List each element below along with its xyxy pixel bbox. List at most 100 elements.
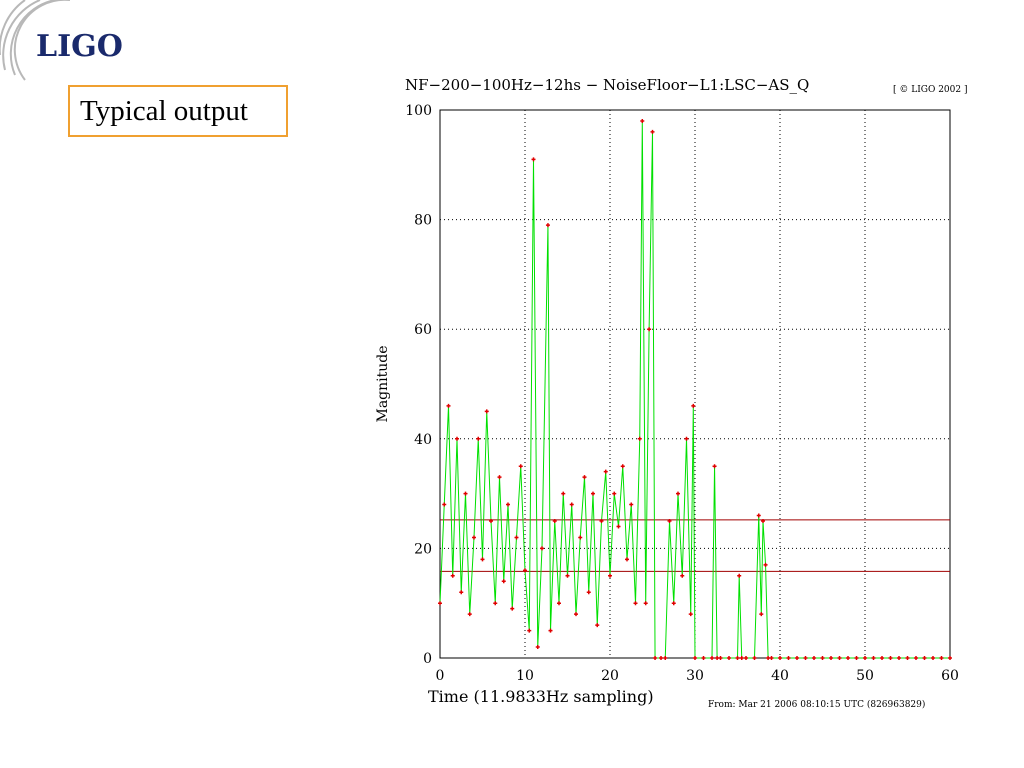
data-point — [616, 524, 621, 529]
data-point — [922, 656, 927, 660]
logo: LIGO — [36, 29, 123, 64]
x-tick-label: 30 — [686, 668, 704, 684]
data-point — [671, 601, 676, 606]
data-point — [803, 656, 808, 660]
data-point — [531, 157, 536, 162]
chart-title: NF−200−100Hz−12hs − NoiseFloor−L1:LSC−AS… — [405, 76, 809, 94]
x-axis-label: Time (11.9833Hz sampling) — [428, 687, 654, 706]
data-point — [691, 403, 696, 408]
data-point — [463, 491, 468, 496]
data-point — [625, 557, 629, 562]
data-point — [820, 656, 825, 660]
data-point — [854, 656, 859, 660]
y-tick-label: 20 — [414, 541, 432, 557]
data-point — [739, 656, 744, 660]
data-point — [880, 656, 884, 660]
data-point — [676, 491, 680, 496]
data-point — [586, 590, 591, 595]
y-axis-label: Magnitude — [375, 345, 391, 422]
x-tick-label: 50 — [856, 668, 874, 684]
data-point — [693, 656, 697, 660]
logo-arcs — [0, 0, 70, 81]
copyright: [ © LIGO 2002 ] — [893, 85, 967, 95]
data-point — [561, 491, 566, 496]
data-point — [608, 573, 612, 578]
data-point — [574, 612, 578, 617]
data-point — [701, 656, 706, 660]
data-point — [484, 409, 489, 414]
data-point — [633, 601, 638, 606]
data-point — [710, 656, 714, 660]
data-point — [455, 436, 459, 441]
x-tick-label: 0 — [436, 668, 445, 684]
data-point — [931, 656, 935, 660]
data-point — [476, 436, 481, 441]
data-point — [688, 612, 693, 617]
data-point — [472, 535, 476, 540]
data-point — [518, 464, 523, 469]
y-tick-label: 0 — [423, 651, 432, 667]
data-point — [769, 656, 774, 660]
y-tick-label: 60 — [414, 322, 432, 338]
data-point — [795, 656, 799, 660]
data-point — [737, 573, 742, 578]
data-point — [591, 491, 595, 496]
data-point — [939, 656, 944, 660]
data-point — [569, 502, 574, 507]
data-point — [442, 502, 447, 507]
y-tick-label: 80 — [414, 213, 432, 229]
data-point — [763, 562, 768, 567]
data-point — [756, 513, 761, 518]
x-tick-label: 10 — [516, 668, 534, 684]
data-point — [837, 656, 842, 660]
data-point — [905, 656, 910, 660]
data-point — [506, 502, 510, 507]
data-point — [535, 645, 540, 650]
data-point — [680, 573, 685, 578]
data-point — [595, 623, 600, 628]
data-point — [650, 129, 655, 134]
data-point — [501, 579, 506, 584]
data-point — [523, 568, 527, 573]
data-point — [744, 656, 748, 660]
data-point — [446, 403, 451, 408]
data-point — [752, 656, 757, 660]
data-point — [812, 656, 816, 660]
x-tick-label: 20 — [601, 668, 619, 684]
data-point — [467, 612, 472, 617]
data-point — [684, 436, 689, 441]
data-point — [438, 601, 442, 606]
x-tick-label: 60 — [941, 668, 959, 684]
callout: Typical output — [68, 85, 288, 137]
data-point — [735, 656, 740, 660]
data-point — [540, 546, 544, 551]
data-point — [871, 656, 876, 660]
data-point — [888, 656, 893, 660]
data-point — [948, 656, 952, 660]
y-tick-label: 100 — [405, 103, 432, 119]
data-point — [582, 475, 587, 480]
data-point — [545, 223, 550, 228]
data-point — [578, 535, 583, 540]
data-point — [663, 656, 668, 660]
y-tick-label: 40 — [414, 432, 432, 448]
data-point — [599, 519, 604, 523]
data-point — [637, 436, 642, 441]
data-point — [459, 590, 464, 595]
data-point — [667, 519, 672, 523]
data-point — [620, 464, 625, 469]
data-point — [766, 656, 771, 660]
data-point — [897, 656, 901, 660]
data-point — [612, 491, 617, 496]
data-point — [603, 469, 608, 474]
data-point — [761, 519, 765, 523]
x-tick-label: 40 — [771, 668, 789, 684]
data-point — [914, 656, 918, 660]
data-point — [565, 573, 570, 578]
data-point — [527, 628, 532, 633]
data-point — [727, 656, 731, 660]
data-point — [759, 612, 764, 617]
